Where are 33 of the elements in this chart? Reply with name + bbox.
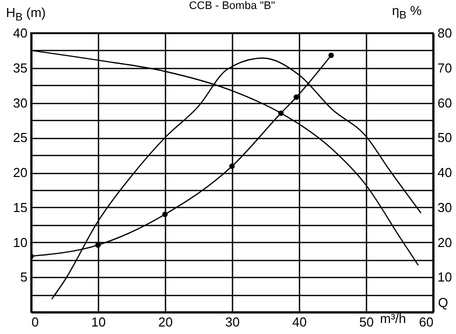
point — [162, 212, 168, 218]
y2-tick-label: 70 — [438, 60, 452, 76]
point — [328, 52, 334, 58]
y2-axis-title: η$_{B}$ % — [392, 3, 422, 22]
point — [278, 110, 284, 116]
x-tick-label: 10 — [91, 314, 106, 330]
y2-tick-label: 20 — [438, 234, 452, 250]
y2-tick-label: 80 — [438, 26, 452, 40]
y-tick-label: 5 — [20, 270, 28, 285]
x-tick-label: 60 — [419, 314, 434, 330]
point — [229, 163, 235, 169]
y-tick-label: 15 — [13, 200, 28, 215]
y-tick-label: 40 — [13, 26, 28, 40]
chart-title: CCB - Bomba "B" — [188, 0, 276, 12]
x-tick-label: 0 — [32, 314, 39, 330]
x-tick-label: 20 — [158, 314, 173, 330]
x-tick-label: 40 — [292, 314, 307, 330]
x-tick-label: 50 — [359, 314, 374, 330]
y-tick-label: 20 — [13, 165, 28, 180]
x-axis-title: m³/h — [380, 311, 406, 326]
point — [294, 94, 300, 100]
y-tick-label: 10 — [13, 234, 28, 250]
y2-tick-label: 50 — [438, 130, 452, 146]
y-tick-label: 25 — [13, 130, 28, 146]
y2-tick-label: 10 — [438, 270, 452, 285]
y-tick-label: 30 — [13, 95, 28, 110]
y-axis-title: H$_{B}$ (m) — [6, 5, 46, 24]
y-tick-label: 35 — [13, 60, 28, 76]
x-tick-label: 30 — [225, 314, 240, 330]
y2-tick-label: 40 — [438, 165, 452, 180]
text: Q — [438, 295, 448, 310]
y2-tick-label: 60 — [438, 95, 452, 110]
y2-tick-label: 30 — [438, 200, 452, 215]
